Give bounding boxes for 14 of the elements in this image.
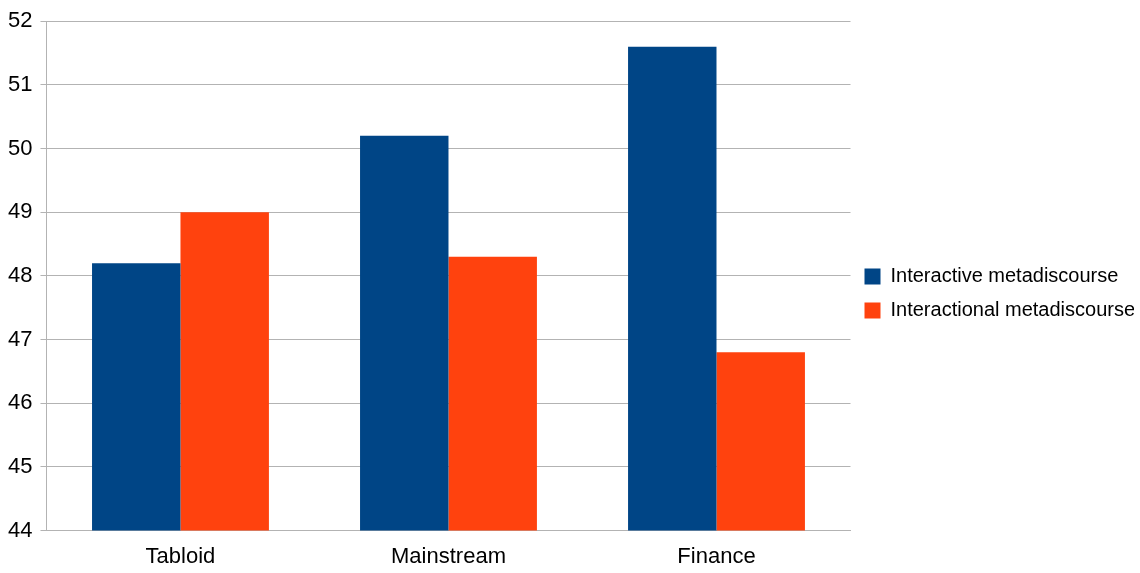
y-tick-label: 47 xyxy=(7,325,33,351)
y-tick-label: 49 xyxy=(7,198,33,224)
y-tick-label: 50 xyxy=(7,134,33,160)
x-tick-label: Finance xyxy=(677,542,756,568)
x-tick-label: Mainstream xyxy=(391,542,506,568)
y-tick-label: 46 xyxy=(7,389,33,415)
y-tick-label: 45 xyxy=(7,452,33,478)
y-tick-label: 44 xyxy=(7,516,33,542)
y-tick-label: 51 xyxy=(7,70,33,96)
x-tick-label: Tabloid xyxy=(145,542,216,568)
y-tick-label: 52 xyxy=(7,7,33,33)
legend-label: Interactive metadiscourse xyxy=(890,264,1119,287)
y-tick-label: 48 xyxy=(7,261,33,287)
legend-label: Interactional metadiscourse xyxy=(890,298,1136,321)
